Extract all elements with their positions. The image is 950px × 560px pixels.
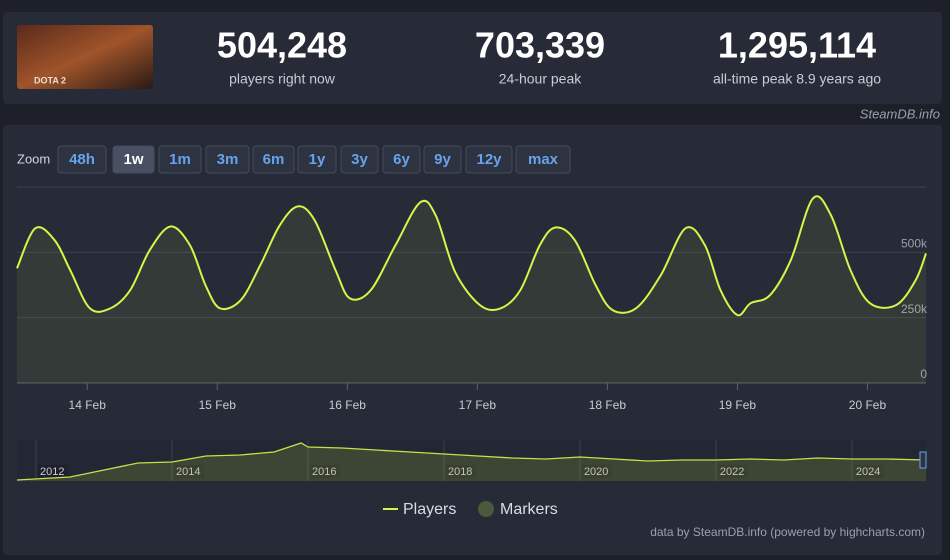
zoom-button-bg[interactable]	[297, 145, 337, 174]
navigator-label: 2024	[856, 466, 880, 478]
line	[16, 195, 927, 317]
navigator-line	[16, 442, 927, 481]
game-image	[17, 25, 153, 89]
legend-item[interactable]: Markers	[478, 501, 558, 518]
zoom-button-label[interactable]: 3m	[217, 151, 239, 168]
zoom-button[interactable]: 9y	[423, 145, 462, 174]
credits[interactable]: data by SteamDB.info (powered by highcha…	[650, 525, 925, 539]
zoom-button[interactable]: 6y	[382, 145, 421, 174]
zoom-button-bg[interactable]	[112, 145, 155, 174]
x-tick-label: 19 Feb	[719, 398, 757, 412]
y-tick-label: 250k	[901, 302, 928, 316]
navigator-handle[interactable]	[919, 451, 927, 469]
navigator-label: 2014	[176, 466, 200, 478]
zoom-button-label[interactable]: 1y	[309, 151, 326, 168]
navigator-label-bg	[445, 465, 476, 478]
y-tick-label: 500k	[901, 237, 928, 251]
y-tick-label: 0	[920, 367, 927, 381]
stats-panel	[3, 12, 942, 104]
stat-value: 1,295,114	[718, 25, 876, 66]
navigator-label: 2022	[720, 466, 744, 478]
area-fill	[17, 196, 926, 383]
x-tick-label: 16 Feb	[329, 398, 367, 412]
navigator-label: 2012	[40, 466, 64, 478]
zoom-button[interactable]: 1w	[112, 145, 155, 174]
legend-label[interactable]: Markers	[500, 501, 558, 518]
x-tick-label: 14 Feb	[69, 398, 107, 412]
zoom-button-bg[interactable]	[340, 145, 379, 174]
stat-label: all-time peak 8.9 years ago	[713, 71, 881, 87]
stat-value: 504,248	[217, 25, 347, 66]
zoom-button-bg[interactable]	[465, 145, 513, 174]
zoom-button-label[interactable]: 6y	[393, 151, 410, 168]
zoom-label: Zoom	[17, 151, 50, 166]
zoom-button-label[interactable]: 12y	[476, 151, 502, 168]
zoom-button[interactable]: max	[515, 145, 571, 174]
navigator-label-bg	[309, 465, 340, 478]
legend-swatch[interactable]	[478, 501, 494, 517]
stat-value: 703,339	[475, 25, 605, 66]
zoom-button[interactable]: 3y	[340, 145, 379, 174]
navigator-label-bg	[853, 465, 884, 478]
zoom-button[interactable]: 1y	[297, 145, 337, 174]
navigator-label-bg	[38, 465, 69, 478]
navigator-label-bg	[581, 465, 612, 478]
navigator-area	[17, 442, 926, 481]
source: SteamDB.info	[860, 106, 940, 121]
navigator-label: 2020	[584, 466, 608, 478]
navigator-label-bg	[174, 465, 205, 478]
zoom-button-label[interactable]: 1m	[169, 151, 191, 168]
zoom-button[interactable]: 1m	[158, 145, 202, 174]
x-tick-label: 20 Feb	[849, 398, 887, 412]
zoom-button-label[interactable]: 48h	[69, 151, 95, 168]
zoom-button-bg[interactable]	[423, 145, 462, 174]
x-tick-label: 15 Feb	[199, 398, 237, 412]
zoom-button[interactable]: 48h	[57, 145, 107, 174]
zoom-button[interactable]: 12y	[465, 145, 513, 174]
zoom-button-label[interactable]: 9y	[434, 151, 451, 168]
zoom-button-label[interactable]: 6m	[263, 151, 285, 168]
zoom-button-label[interactable]: max	[528, 151, 559, 168]
zoom-button[interactable]: 6m	[252, 145, 295, 174]
zoom-button-bg[interactable]	[382, 145, 421, 174]
zoom-button-label[interactable]: 3y	[351, 151, 368, 168]
zoom-button-bg[interactable]	[205, 145, 250, 174]
zoom-button[interactable]: 3m	[205, 145, 250, 174]
zoom-button-label[interactable]: 1w	[123, 151, 143, 168]
zoom-button-bg[interactable]	[252, 145, 295, 174]
zoom-button-bg[interactable]	[515, 145, 571, 174]
stat-label: players right now	[229, 71, 336, 87]
legend-label[interactable]: Players	[403, 501, 456, 518]
navigator-label: 2016	[312, 466, 336, 478]
x-tick-label: 17 Feb	[459, 398, 497, 412]
zoom-button-bg[interactable]	[158, 145, 202, 174]
navigator-label: 2018	[448, 466, 472, 478]
zoom-button-bg[interactable]	[57, 145, 107, 174]
x-tick-label: 18 Feb	[589, 398, 627, 412]
navigator-label-bg	[717, 465, 748, 478]
legend-item[interactable]: Players	[383, 501, 456, 518]
game-logo: DOTA 2	[34, 75, 66, 85]
stat-label: 24-hour peak	[499, 71, 583, 87]
